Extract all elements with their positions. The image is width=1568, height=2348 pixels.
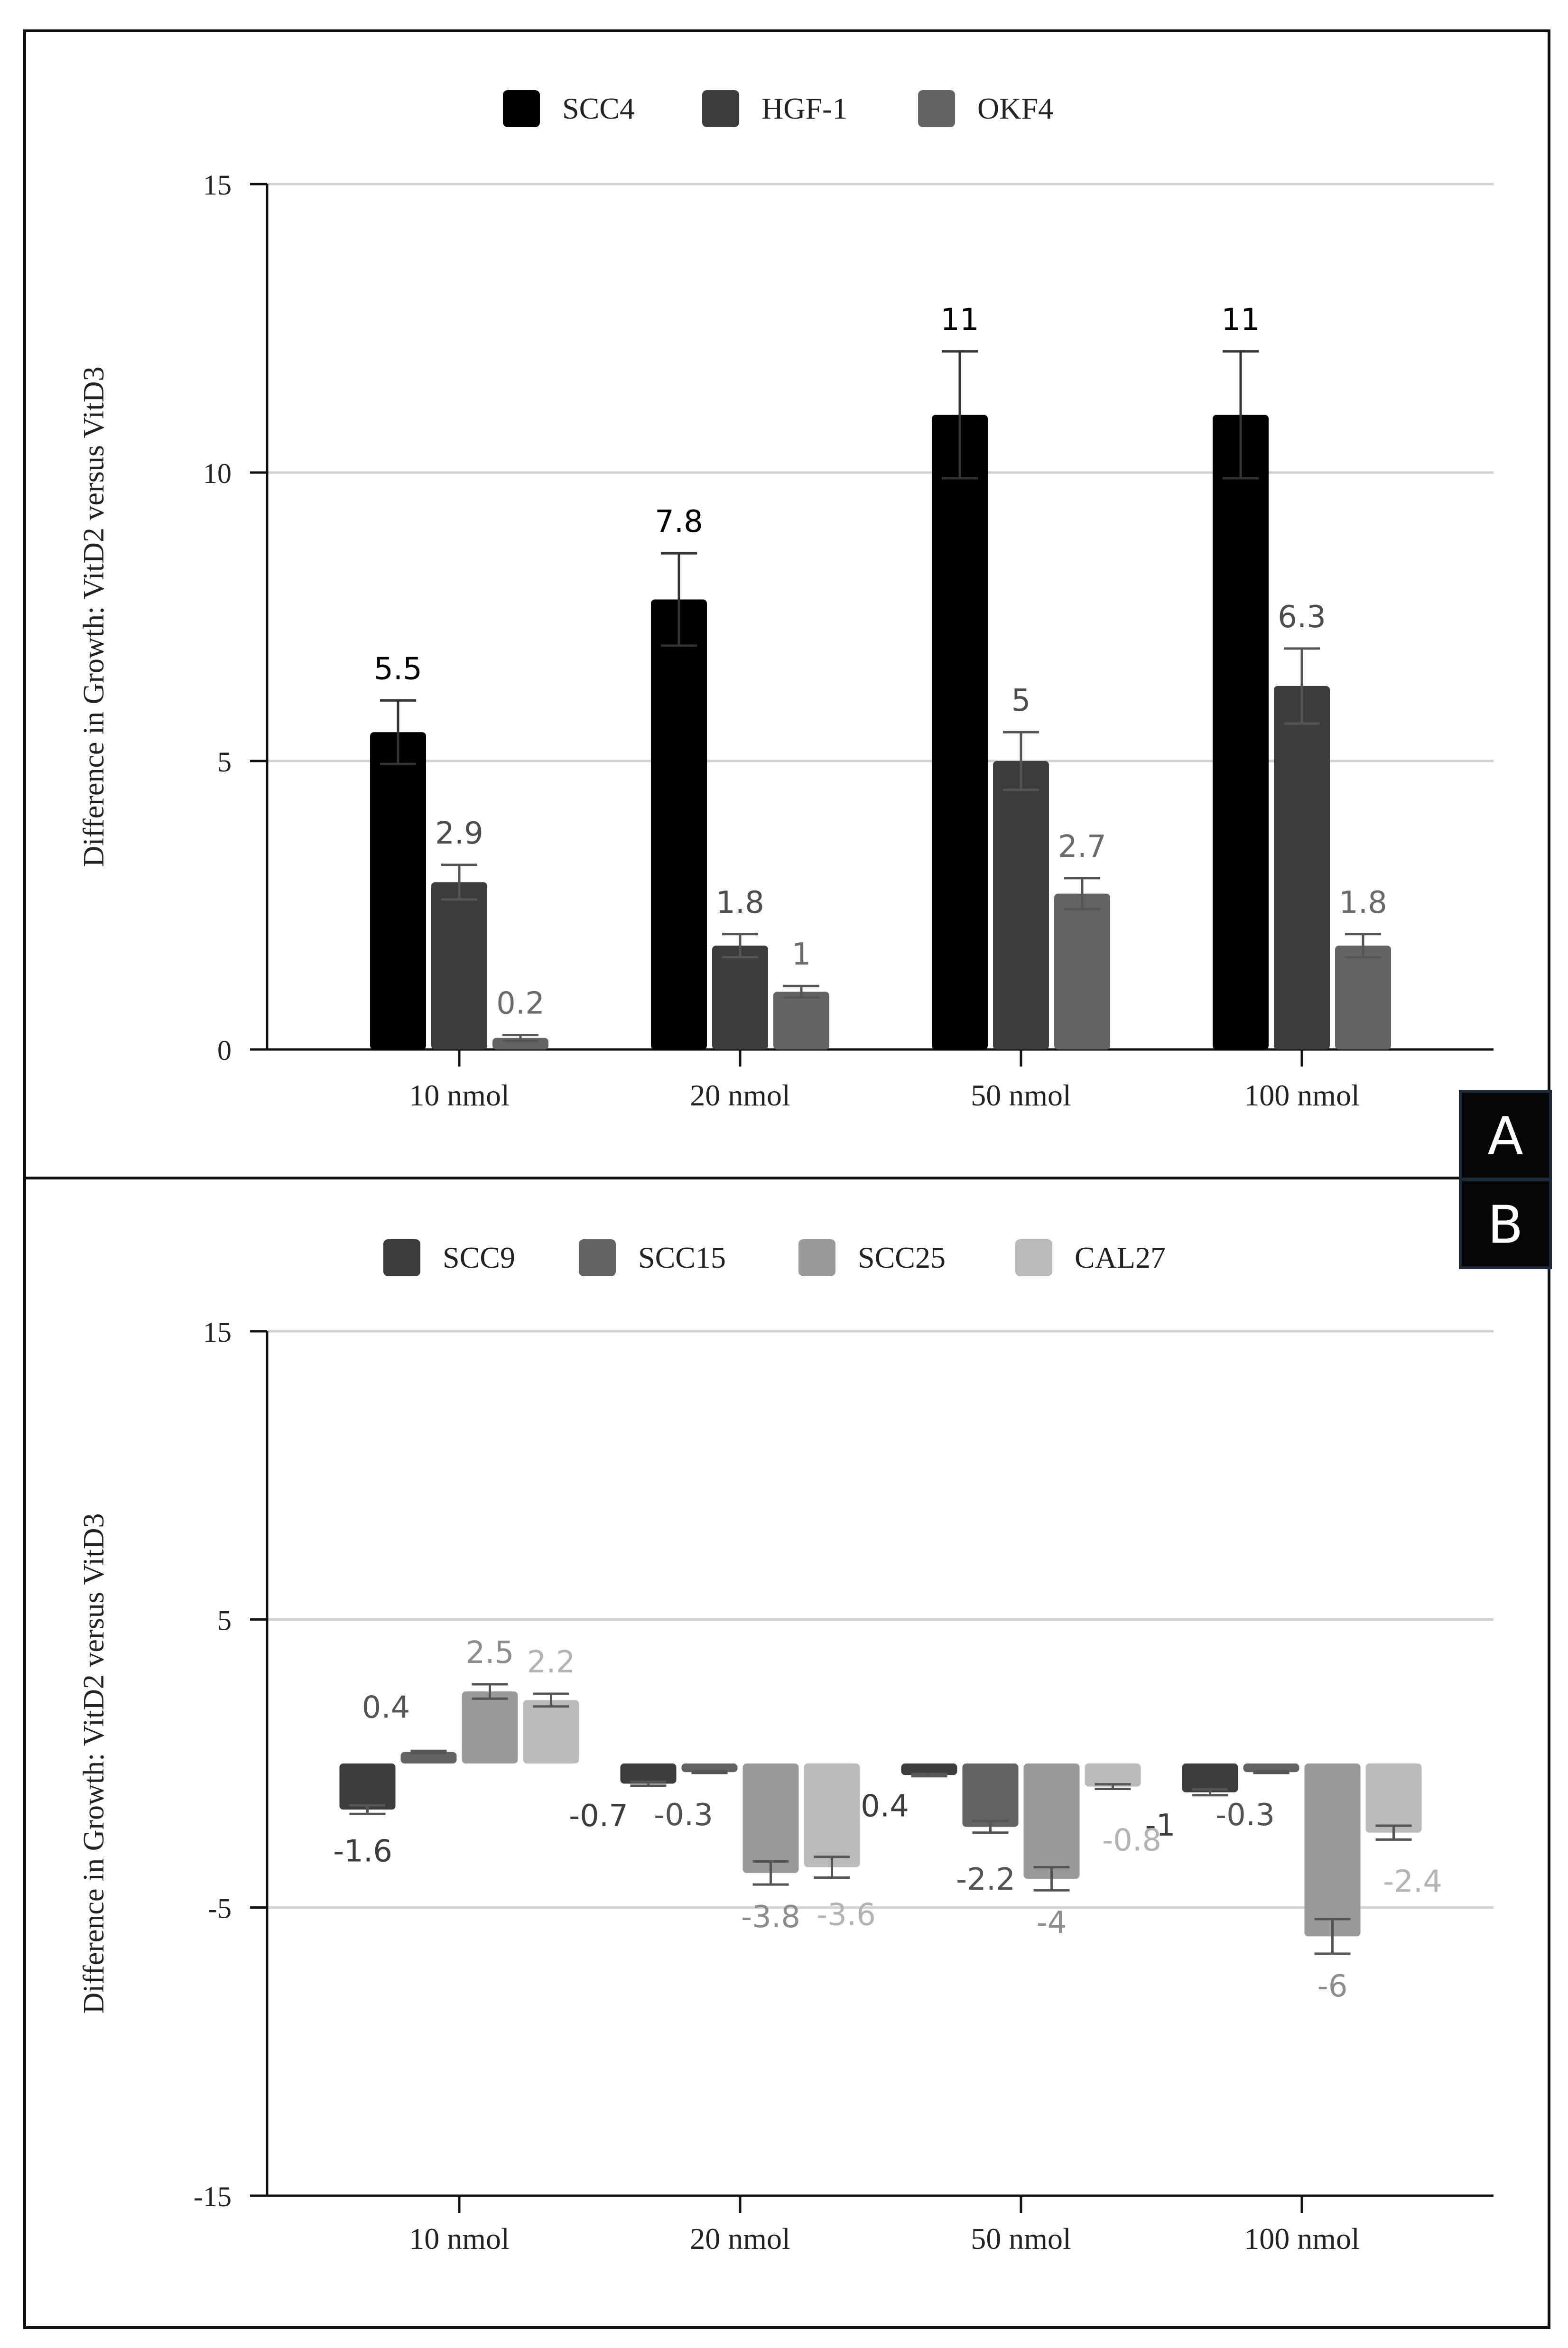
legend-label: SCC9 xyxy=(443,1241,515,1274)
bar xyxy=(932,415,988,1049)
legend-label: OKF4 xyxy=(977,92,1053,125)
x-tick-label: 100 nmol xyxy=(1244,1078,1360,1112)
y-tick-label: 10 xyxy=(203,458,232,489)
data-label: -3.8 xyxy=(741,1900,800,1935)
bar xyxy=(462,1691,518,1763)
bar xyxy=(962,1763,1019,1827)
data-label: -2.4 xyxy=(1383,1864,1442,1899)
bar xyxy=(1243,1763,1299,1773)
data-label: -4 xyxy=(1037,1905,1067,1940)
bar xyxy=(1335,946,1391,1049)
bar xyxy=(523,1700,579,1763)
legend-label: CAL27 xyxy=(1075,1241,1166,1274)
x-tick-label: 100 nmol xyxy=(1244,2222,1360,2255)
panel-badge xyxy=(1459,1179,1552,1269)
data-label: 5 xyxy=(1011,683,1031,718)
y-tick-label: 0 xyxy=(217,1035,232,1066)
data-label: -1 xyxy=(1145,1808,1176,1843)
panel-badge-label: B xyxy=(1487,1195,1523,1255)
bar xyxy=(1182,1763,1238,1792)
legend-swatch xyxy=(1015,1239,1052,1276)
data-label: 1.8 xyxy=(716,885,764,920)
bar xyxy=(712,946,768,1049)
legend-swatch xyxy=(702,90,739,127)
data-label: 2.9 xyxy=(435,816,483,851)
bar xyxy=(804,1763,860,1867)
bar xyxy=(400,1752,457,1763)
legend-label: HGF-1 xyxy=(761,92,847,125)
x-tick-label: 20 nmol xyxy=(690,1078,790,1112)
data-label: 6.3 xyxy=(1278,600,1326,635)
bar xyxy=(1023,1763,1080,1879)
data-label: -0.8 xyxy=(1102,1823,1161,1858)
data-label: -3.6 xyxy=(816,1898,876,1933)
y-tick-label: 5 xyxy=(217,1605,232,1636)
bar xyxy=(1304,1763,1361,1937)
bar xyxy=(993,761,1049,1049)
data-label: 5.5 xyxy=(374,651,422,687)
data-label: 0.2 xyxy=(496,986,545,1021)
data-label: 11 xyxy=(940,303,979,338)
bar xyxy=(431,882,487,1049)
legend-label: SCC4 xyxy=(562,92,635,125)
bar xyxy=(339,1763,396,1810)
data-label: -0.3 xyxy=(654,1798,713,1833)
data-label: -0.7 xyxy=(569,1799,628,1834)
y-axis-title: Difference in Growth: VitD2 versus VitD3 xyxy=(78,367,110,867)
x-tick-label: 20 nmol xyxy=(690,2222,790,2255)
data-label: -0.3 xyxy=(1215,1798,1275,1833)
panel-b-chart: -15 -5 5 15 Difference in Growth: VitD2 vers… xyxy=(78,1179,1552,2255)
data-label: -2.2 xyxy=(956,1862,1015,1897)
x-tick-label: 10 nmol xyxy=(409,2222,510,2255)
y-tick-label: 5 xyxy=(217,746,232,778)
bar xyxy=(1213,415,1269,1049)
bar xyxy=(1365,1763,1422,1833)
data-label: -1.6 xyxy=(333,1834,392,1869)
legend-swatch xyxy=(503,90,540,127)
y-axis-title: Difference in Growth: VitD2 versus VitD3 xyxy=(78,1513,110,2014)
data-label: 11 xyxy=(1221,303,1260,338)
bar xyxy=(620,1763,677,1784)
panel-badge-label: A xyxy=(1487,1106,1523,1167)
data-label: 0.4 xyxy=(362,1690,410,1725)
y-tick-label: 15 xyxy=(203,1317,232,1348)
legend-swatch xyxy=(383,1239,420,1276)
x-tick-label: 50 nmol xyxy=(971,2222,1071,2255)
data-label: 7.8 xyxy=(655,504,703,539)
bar xyxy=(370,732,426,1049)
legend-swatch xyxy=(579,1239,616,1276)
data-label: 1 xyxy=(792,937,811,972)
bar xyxy=(1274,686,1330,1049)
data-label: -6 xyxy=(1317,1969,1348,2004)
y-tick-label: 15 xyxy=(203,169,232,201)
bar xyxy=(1085,1763,1141,1787)
x-tick-label: 50 nmol xyxy=(971,1078,1071,1112)
panel-b-frame xyxy=(23,1177,1550,2329)
bar xyxy=(901,1763,957,1775)
legend-label: SCC25 xyxy=(858,1241,946,1274)
data-label: 2.2 xyxy=(527,1645,575,1680)
data-label: 2.7 xyxy=(1058,829,1106,864)
legend-swatch xyxy=(798,1239,835,1276)
legend-swatch xyxy=(918,90,955,127)
bar xyxy=(651,599,707,1049)
bar xyxy=(742,1763,799,1873)
data-label: 1.8 xyxy=(1339,885,1387,920)
bar xyxy=(681,1763,738,1773)
data-label: 2.5 xyxy=(466,1635,514,1671)
bar xyxy=(773,992,829,1049)
y-tick-label: -5 xyxy=(208,1893,232,1924)
bar xyxy=(1054,893,1110,1049)
y-tick-label: -15 xyxy=(194,2181,232,2212)
x-tick-label: 10 nmol xyxy=(409,1078,510,1112)
legend-label: SCC15 xyxy=(638,1241,726,1274)
